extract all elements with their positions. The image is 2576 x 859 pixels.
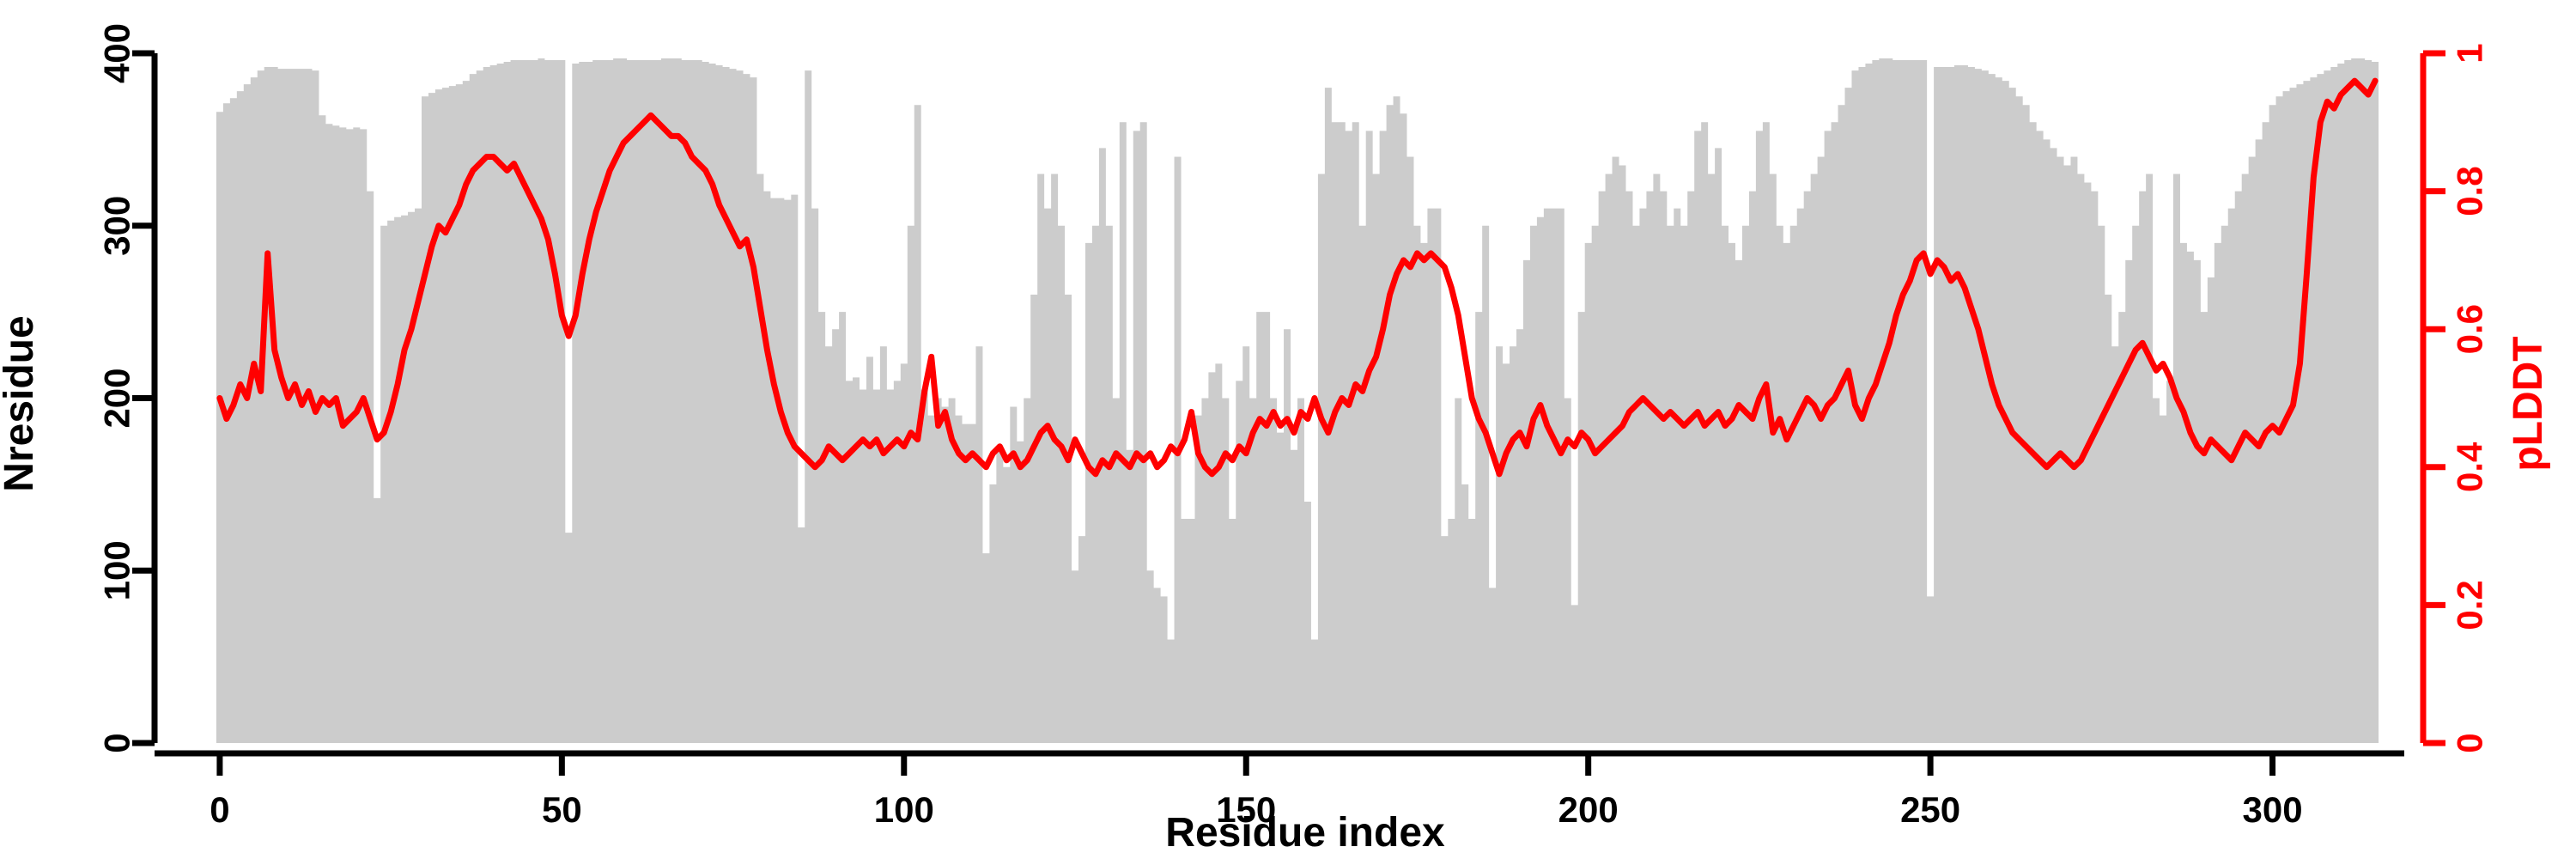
y-tick-label: 200 (97, 368, 137, 428)
y2-tick-label: 0.4 (2450, 442, 2490, 492)
x-axis-title: Residue index (1165, 810, 1445, 856)
y-tick-label: 400 (97, 23, 137, 83)
x-tick-label: 100 (874, 789, 934, 830)
y2-tick-label: 0 (2450, 733, 2490, 752)
x-tick-label: 150 (1216, 789, 1276, 830)
y2-tick-label: 0.2 (2450, 580, 2490, 630)
right-axis: 0 0.2 0.4 0.6 0.8 1 (2420, 43, 2490, 753)
plddt-line (216, 77, 2379, 478)
x-tick-label: 50 (542, 789, 582, 830)
plddt-polyline (216, 77, 2379, 478)
x-tick-label: 200 (1558, 789, 1619, 830)
nresidue-area (216, 58, 2379, 743)
y-tick-label: 300 (97, 196, 137, 256)
x-tick-label: 250 (1900, 789, 1960, 830)
x-tick-label: 0 (210, 789, 229, 830)
y-tick-label: 0 (97, 733, 137, 752)
y-axis-title: Nresidue (0, 315, 42, 491)
y2-tick-label: 1 (2450, 43, 2490, 63)
y-tick-label: 100 (97, 540, 137, 600)
y2-tick-label: 0.8 (2450, 166, 2490, 216)
x-tick-label: 300 (2243, 789, 2303, 830)
bottom-axis: 0 50 100 150 200 250 300 (155, 750, 2404, 830)
nresidue-bars (216, 58, 2379, 743)
left-axis: 0 100 200 300 400 (97, 23, 158, 753)
y2-axis-title: pLDDT (2506, 336, 2551, 471)
y2-tick-label: 0.6 (2450, 304, 2490, 354)
